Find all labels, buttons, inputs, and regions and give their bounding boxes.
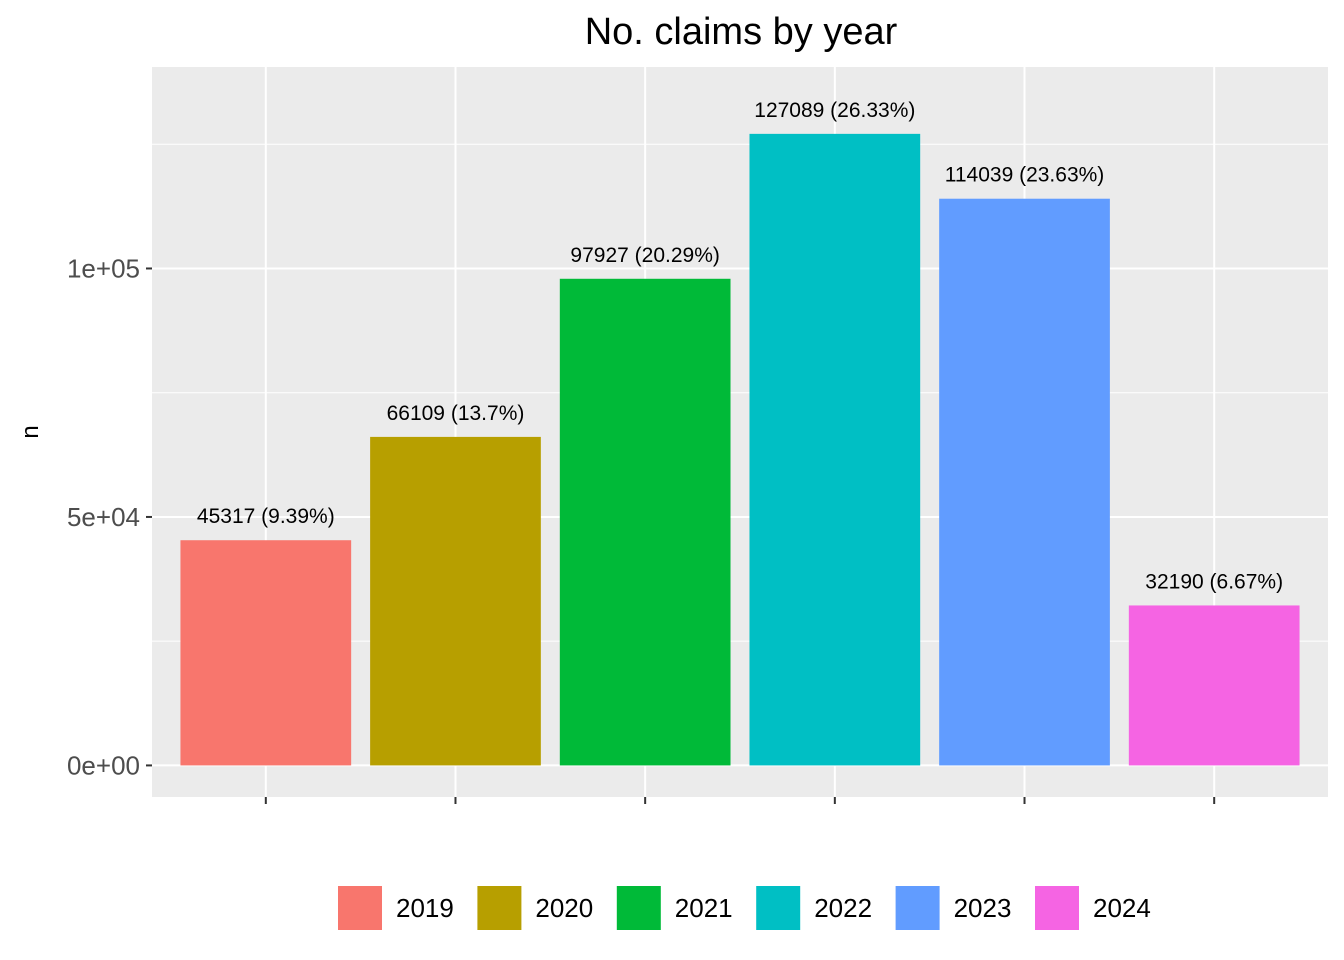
legend-label-2022: 2022	[814, 893, 872, 923]
data-labels: 45317 (9.39%) 66109 (13.7%) 97927 (20.29%)…	[197, 99, 1283, 594]
data-label-2022: 127089 (26.33%)	[754, 99, 915, 122]
legend-label-2020: 2020	[535, 893, 593, 923]
legend-key-2022	[756, 886, 801, 930]
legend-key-2019	[338, 886, 382, 930]
legend-key-2021	[616, 886, 661, 930]
legend-key-2024	[1035, 886, 1079, 930]
y-tick-label: 1e+05	[67, 253, 140, 283]
bar-2021	[559, 278, 731, 766]
legend-key-2020	[477, 886, 522, 930]
bar-2023	[939, 198, 1110, 766]
data-label-2024: 32190 (6.67%)	[1145, 570, 1283, 593]
bar-2020	[370, 436, 541, 766]
legend-label-2024: 2024	[1093, 893, 1151, 923]
bar-2019	[180, 540, 352, 766]
x-axis	[264, 797, 1216, 804]
legend-label-2019: 2019	[396, 893, 454, 923]
legend-label-2023: 2023	[954, 893, 1012, 923]
data-label-2023: 114039 (23.63%)	[945, 164, 1105, 187]
y-axis: 0e+00 5e+04 1e+05	[67, 253, 152, 780]
bar-2024	[1128, 605, 1300, 766]
y-axis-label: n	[17, 425, 44, 438]
data-label-2021: 97927 (20.29%)	[570, 244, 719, 267]
y-tick-label: 5e+04	[67, 502, 140, 532]
bars	[180, 133, 1300, 766]
y-tick-label: 0e+00	[67, 750, 140, 780]
legend-label-2021: 2021	[675, 893, 733, 923]
legend-key-2023	[895, 886, 940, 930]
data-label-2019: 45317 (9.39%)	[197, 505, 335, 528]
data-label-2020: 66109 (13.7%)	[387, 402, 525, 425]
chart-title: No. claims by year	[585, 11, 898, 53]
bar-2022	[749, 133, 921, 766]
legend: 2019 2020 2021 2022 2023 2024	[338, 886, 1151, 930]
